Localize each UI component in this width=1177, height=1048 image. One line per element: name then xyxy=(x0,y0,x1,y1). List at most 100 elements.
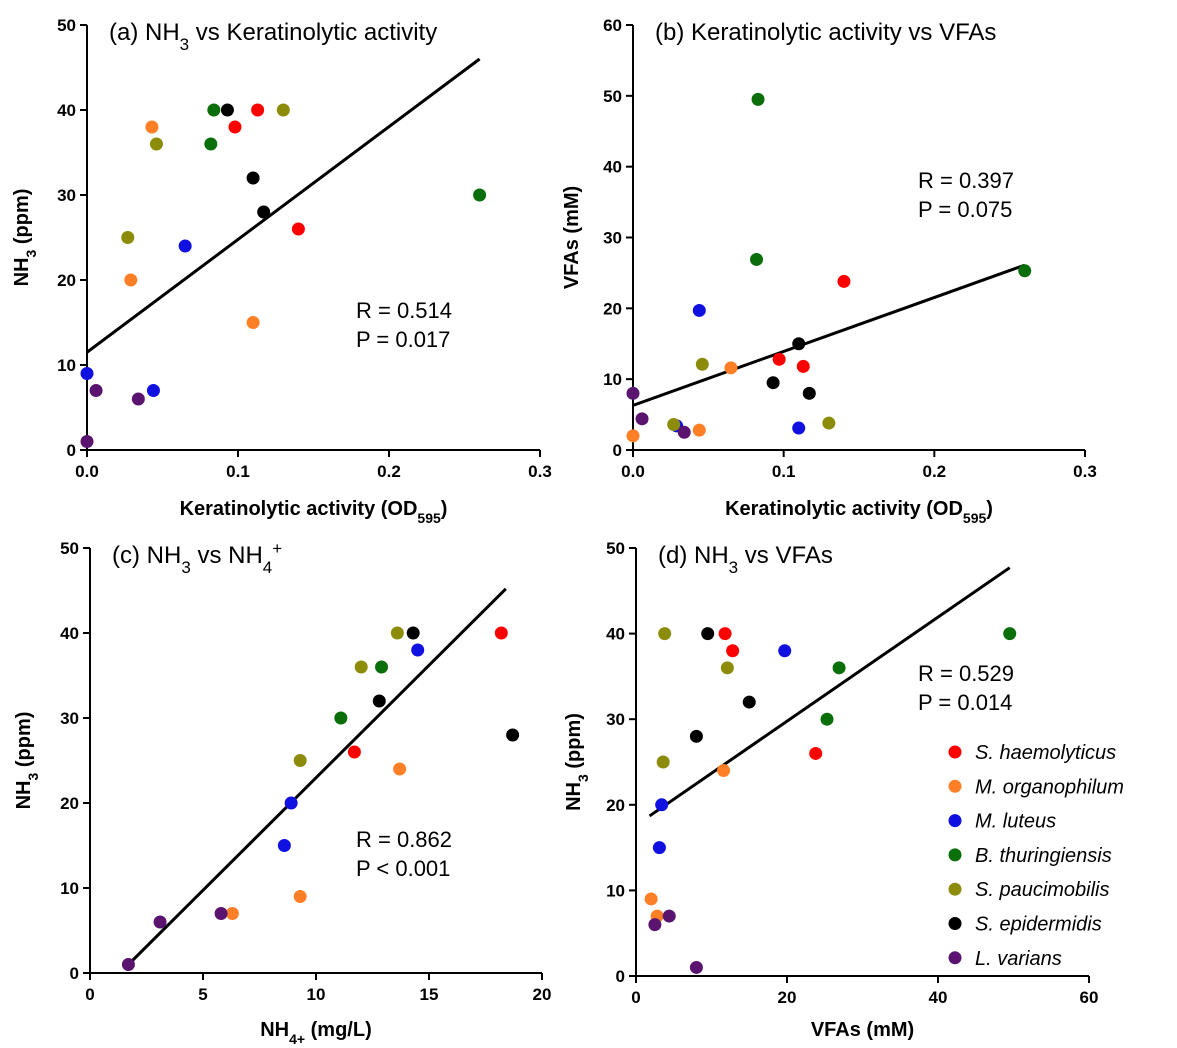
data-point xyxy=(644,892,658,906)
stat-p: P = 0.014 xyxy=(918,690,1012,715)
data-point xyxy=(207,103,221,117)
stat-r: R = 0.862 xyxy=(356,827,452,852)
legend-label: M. organophilum xyxy=(975,776,1124,798)
x-tick-label: 0.1 xyxy=(772,462,796,481)
x-tick-label: 20 xyxy=(778,988,797,1007)
data-point xyxy=(251,103,265,117)
regression-line xyxy=(648,566,1011,818)
data-point xyxy=(652,841,666,855)
data-point xyxy=(80,367,94,380)
regression-line xyxy=(632,263,1026,407)
data-point xyxy=(726,644,740,658)
data-point xyxy=(246,316,260,329)
y-tick-label: 50 xyxy=(603,87,622,106)
data-point xyxy=(667,418,681,431)
stat-r: R = 0.514 xyxy=(356,298,452,323)
x-axis-label: VFAs (mM) xyxy=(811,1019,914,1041)
data-point xyxy=(648,918,662,932)
data-point xyxy=(494,626,508,640)
data-point xyxy=(347,745,361,759)
data-point xyxy=(822,416,836,430)
x-tick-label: 0.2 xyxy=(923,462,947,481)
x-axis-label: Keratinolytic activity (OD595) xyxy=(180,498,448,526)
legend: S. haemolyticus M. organophilum M. luteus B… xyxy=(948,742,1124,970)
regression-line xyxy=(86,57,481,354)
x-tick-label: 0.3 xyxy=(1073,462,1097,481)
data-point xyxy=(178,239,192,253)
data-point xyxy=(393,762,407,776)
y-tick-label: 40 xyxy=(603,158,622,177)
data-point xyxy=(626,429,640,443)
data-point xyxy=(390,626,404,640)
y-tick-label: 40 xyxy=(60,624,79,643)
data-point xyxy=(354,660,368,674)
legend-marker xyxy=(948,951,962,965)
y-axis-label: VFAs (mM) xyxy=(561,186,583,289)
data-point xyxy=(695,357,709,371)
panel-title: (c) NH3 vs NH4+ xyxy=(112,539,282,577)
y-axis-label: NH3 (ppm) xyxy=(11,189,39,287)
y-tick-label: 30 xyxy=(603,229,622,248)
data-point xyxy=(717,764,731,778)
x-axis-label: NH4+ (mg/L) xyxy=(260,1019,372,1047)
data-point xyxy=(291,222,305,236)
data-point xyxy=(658,627,672,641)
data-point xyxy=(80,435,94,448)
data-point xyxy=(692,303,706,317)
x-tick-label: 20 xyxy=(533,985,552,1004)
data-point xyxy=(1018,264,1032,278)
data-point xyxy=(832,661,846,675)
data-point xyxy=(146,384,160,397)
data-point xyxy=(372,694,386,708)
data-point xyxy=(406,626,420,640)
data-point xyxy=(662,909,676,923)
data-point xyxy=(257,205,271,219)
y-tick-label: 20 xyxy=(606,796,625,815)
x-axis-label: Keratinolytic activity (OD595) xyxy=(725,498,993,526)
legend-marker xyxy=(948,745,962,759)
panel-title: (d) NH3 vs VFAs xyxy=(658,542,833,577)
data-point xyxy=(689,960,703,974)
data-point xyxy=(720,661,734,675)
y-tick-label: 20 xyxy=(603,299,622,318)
y-tick-label: 50 xyxy=(606,539,625,558)
data-point xyxy=(655,798,669,812)
data-point xyxy=(766,376,780,390)
x-tick-label: 0.1 xyxy=(226,462,250,481)
data-point xyxy=(153,915,167,929)
y-tick-label: 0 xyxy=(70,964,79,983)
panel-title: (b) Keratinolytic activity vs VFAs xyxy=(655,19,996,46)
data-point xyxy=(626,386,640,400)
x-tick-label: 0.2 xyxy=(377,462,401,481)
y-tick-label: 30 xyxy=(606,710,625,729)
y-tick-label: 10 xyxy=(606,881,625,900)
data-point xyxy=(1003,627,1017,641)
data-point xyxy=(802,386,816,400)
data-point xyxy=(225,907,239,920)
data-point xyxy=(89,384,103,397)
y-axis-label: NH3 (ppm) xyxy=(563,713,591,811)
data-point xyxy=(276,103,290,117)
data-point xyxy=(145,120,159,134)
legend-marker xyxy=(948,848,962,862)
stat-r: R = 0.397 xyxy=(918,168,1014,193)
data-point xyxy=(121,231,135,244)
data-point xyxy=(692,423,706,437)
y-tick-label: 50 xyxy=(57,16,76,35)
y-tick-label: 30 xyxy=(60,709,79,728)
y-tick-label: 10 xyxy=(603,370,622,389)
panel-d: 0 20 40 60 0 10 20 30 40 50 VFAs (mM) NH3 (ppm) (d) … xyxy=(563,539,1098,1041)
y-tick-label: 50 xyxy=(60,539,79,558)
legend-label: L. varians xyxy=(975,948,1062,970)
data-point xyxy=(701,627,715,641)
x-tick-label: 0 xyxy=(85,985,94,1004)
data-point xyxy=(411,643,425,657)
data-point xyxy=(293,754,307,767)
data-point xyxy=(506,728,520,742)
data-point xyxy=(751,92,765,106)
data-point xyxy=(796,359,810,373)
y-tick-label: 60 xyxy=(603,16,622,35)
data-point xyxy=(220,103,234,117)
data-point xyxy=(121,958,135,971)
x-tick-label: 0.3 xyxy=(528,462,552,481)
